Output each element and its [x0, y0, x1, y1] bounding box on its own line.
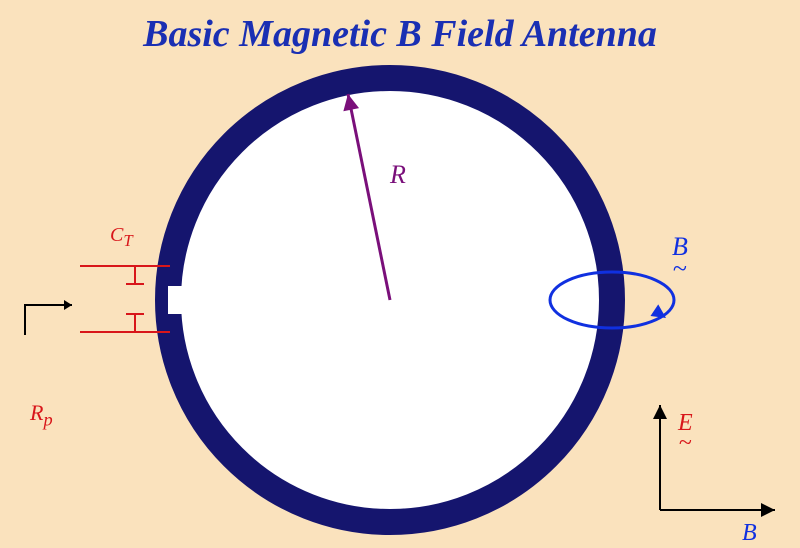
- b-field-loop-label: B~: [672, 232, 688, 275]
- b-axis-label: B~: [742, 520, 757, 548]
- diagram-title: Basic Magnetic B Field Antenna: [0, 12, 800, 56]
- loop-gap: [168, 286, 202, 314]
- capacitor-label: CT: [110, 224, 133, 251]
- e-axis-label: E~: [678, 410, 693, 449]
- feed-resistance-label: Rp: [30, 400, 53, 430]
- radius-label: R: [390, 160, 406, 190]
